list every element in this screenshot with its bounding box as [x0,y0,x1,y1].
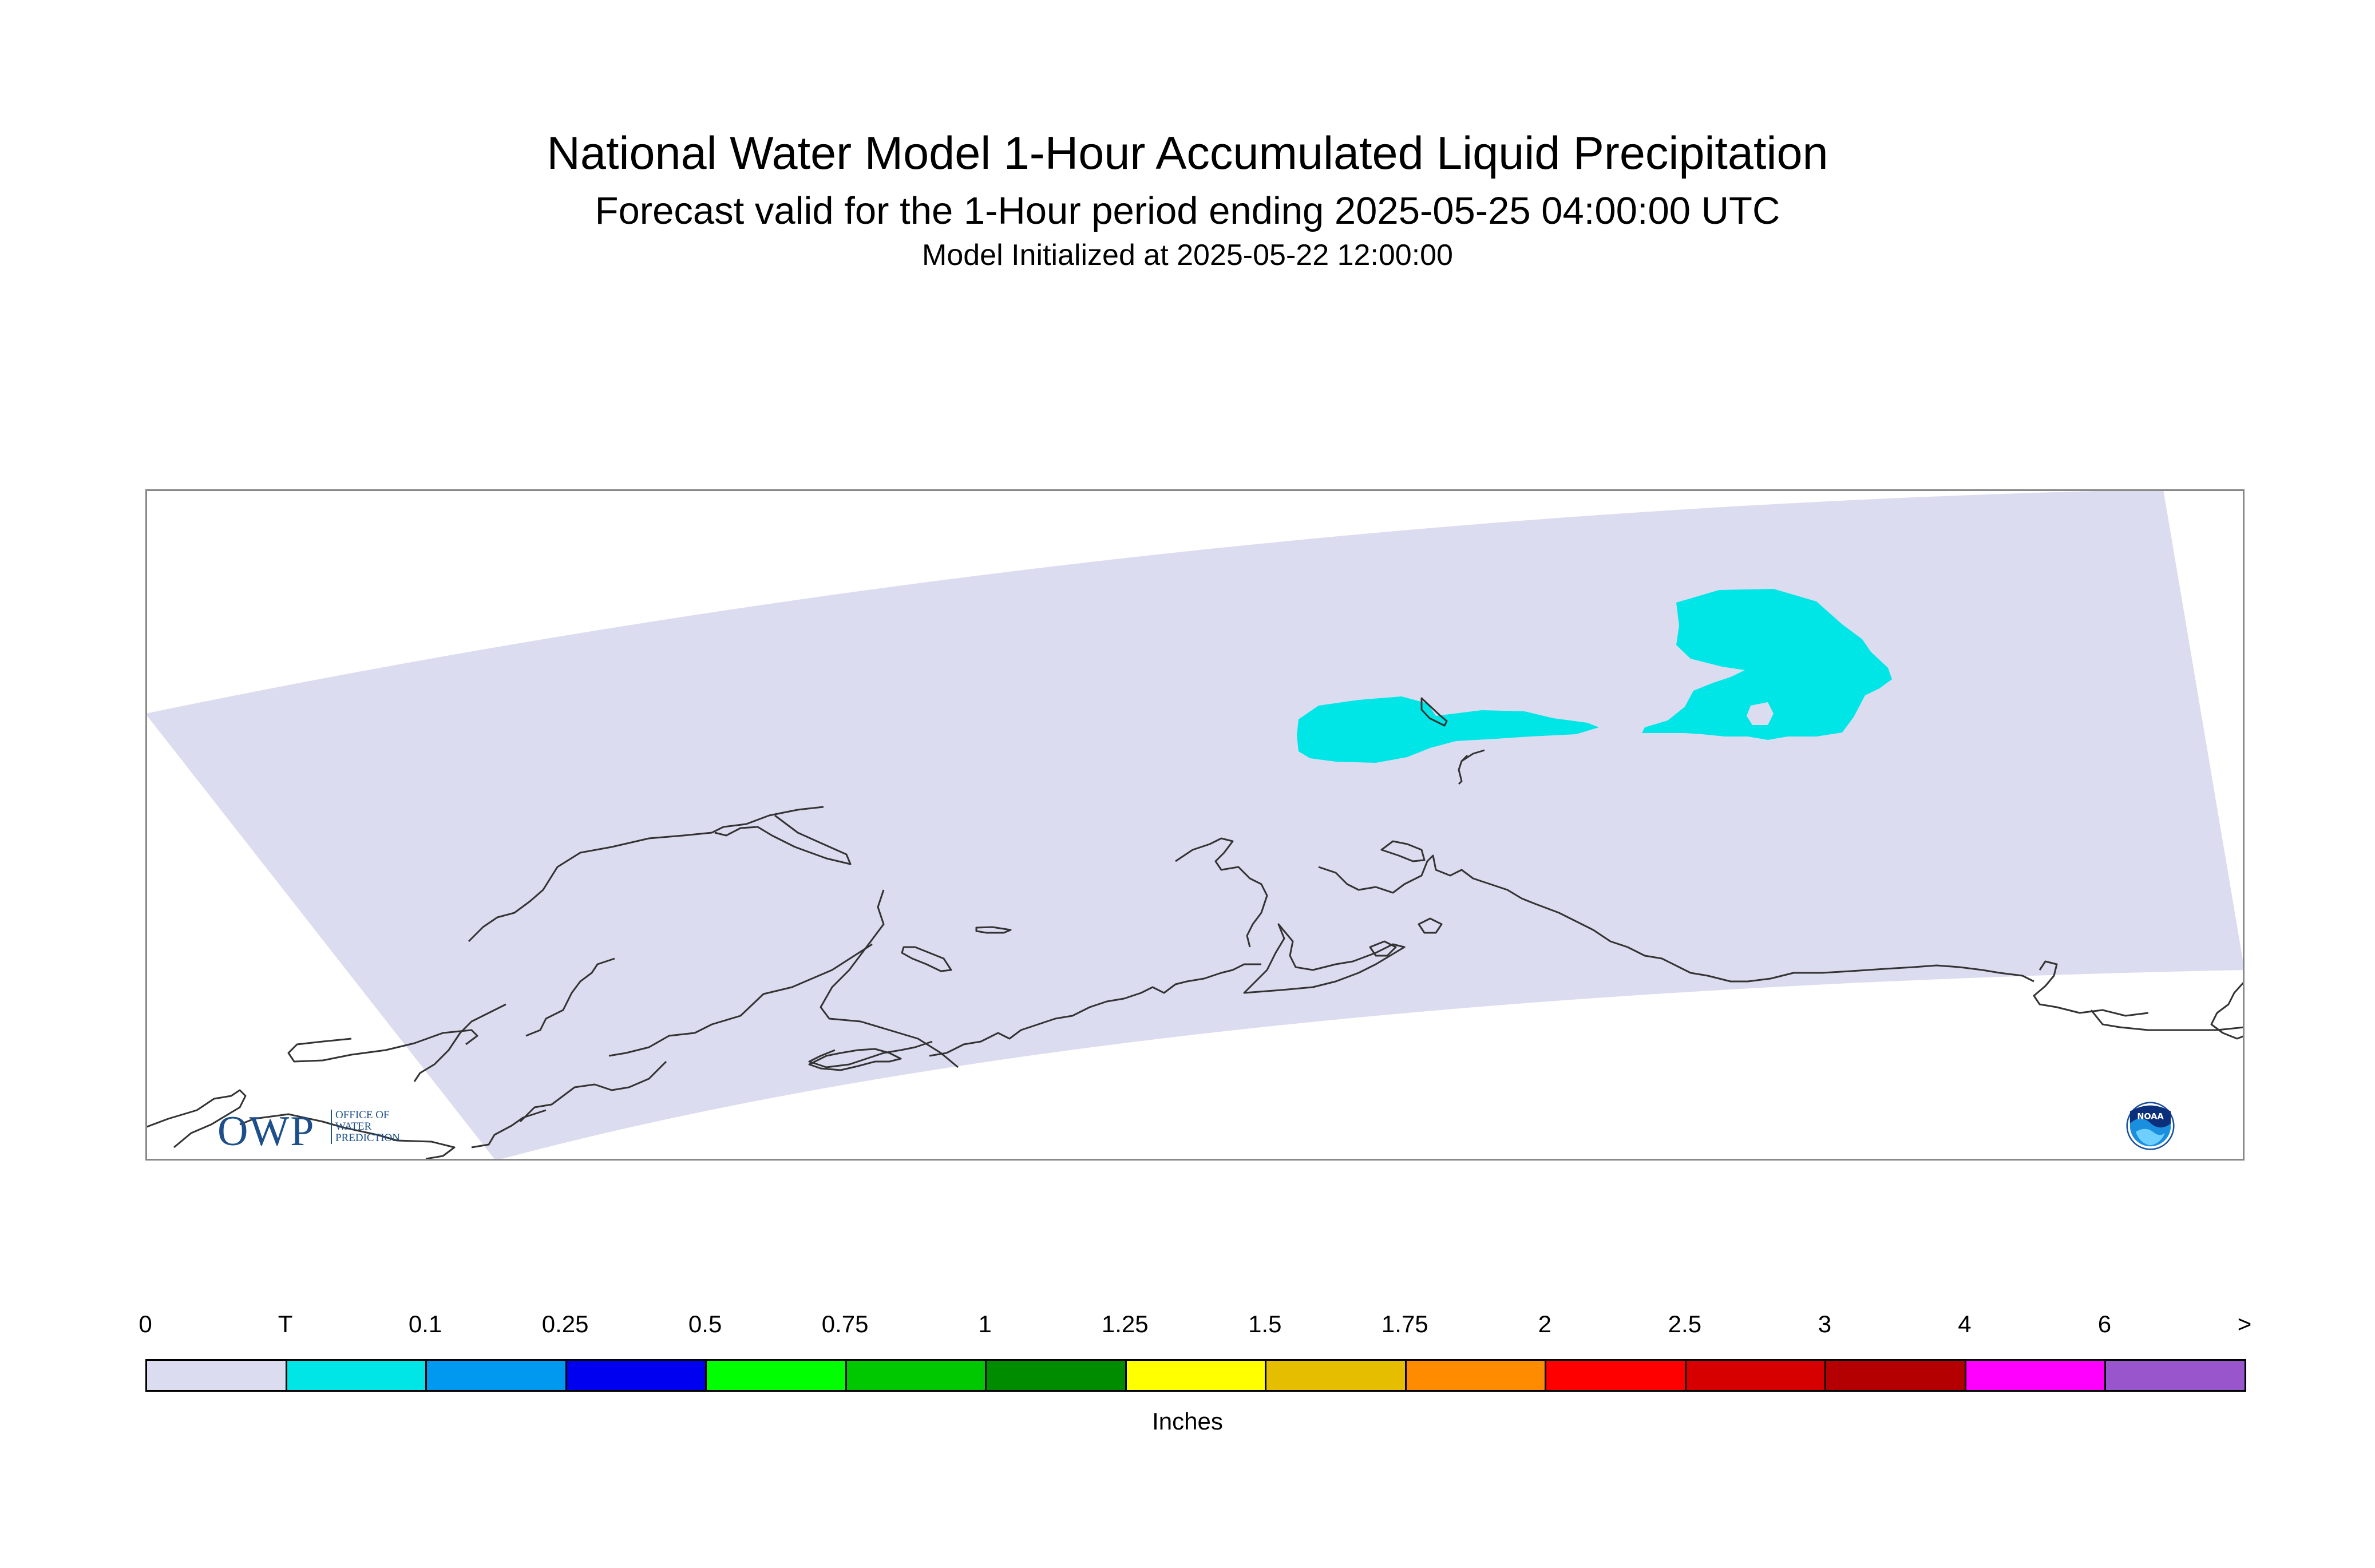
precip-area-trace-east [1642,589,1892,740]
coastline-layer [145,697,2245,1160]
legend-tick-label: 6 [2097,1310,2112,1337]
legend-tick-label: T [278,1310,293,1337]
panhandle-coast [2210,980,2245,1040]
legend-swatch [1545,1359,1687,1392]
legend-tick-label: 2 [1538,1310,1552,1337]
inland-lake-outline [1420,697,1448,727]
legend-swatch [145,1359,287,1392]
legend-tick-label: 0.5 [688,1310,722,1337]
southeast-coast [2033,960,2149,1017]
noaa-logo-text: NOAA [2137,1112,2164,1122]
noaa-logo: NOAA [2126,1102,2175,1150]
prince-william-sound-coast [1318,854,1577,922]
legend-swatch [1404,1359,1547,1392]
aleutian-range-coast [929,963,1261,1057]
legend-swatch [1964,1359,2107,1392]
river-segment-2 [1461,749,1485,762]
legend-tick-label: 1.75 [1381,1310,1428,1337]
model-initialized-subtitle: Model Initialized at 2025-05-22 12:00:00 [922,239,1453,272]
map-title: National Water Model 1-Hour Accumulated … [547,128,1828,179]
legend-swatch [1125,1359,1267,1392]
lake-small-outline [975,926,1012,934]
western-peninsula-coast [239,1113,456,1160]
gulf-of-alaska-coast [1576,920,2034,983]
chukotka-coast [145,1089,247,1149]
island-group-outline [1380,840,1426,862]
legend-swatch [845,1359,987,1392]
legend-tick-label: > [2237,1310,2252,1337]
legend-tick-label: 0.75 [821,1310,869,1337]
lake-1-outline [1418,917,1443,934]
forecast-valid-subtitle: Forecast valid for the 1-Hour period end… [595,189,1780,232]
north-slope-coastline [468,806,824,943]
owp-logo-line3: PREDICTION [335,1132,400,1144]
owp-logo: OWP OFFICE OF WATER PREDICTION [217,1107,435,1155]
owp-logo-line1: OFFICE OF [335,1109,390,1121]
kuskokwim-coastline [471,1109,547,1149]
cook-inlet-coast [1175,837,1268,948]
alaska-peninsula-coast [808,1040,933,1068]
legend-swatch [285,1359,428,1392]
lake-iliamna-outline [901,946,952,972]
precip-area-gap [1747,702,1774,725]
legend-tick-label: 2.5 [1668,1310,1702,1337]
legend-tick-label: 0.25 [541,1310,589,1337]
yukon-river [820,889,959,1068]
bristol-bay-coastline [519,1060,667,1123]
lower-coastline [608,943,873,1057]
legend-tick-label: 0 [138,1310,152,1337]
precipitation-legend: 0 T 0.1 0.25 0.5 0.75 1 1.25 1.5 1.75 2 2.5 3 4 6 > Inc… [0,1310,2375,1459]
lake-2-outline [1369,940,1397,957]
legend-swatch [425,1359,567,1392]
precipitation-map [145,489,2245,1161]
legend-tick-label: 4 [1958,1310,1972,1337]
precip-area-trace-west [1297,696,1599,763]
seward-peninsula-coast [413,1003,506,1082]
legend-tick-label: 3 [1818,1310,1832,1337]
legend-swatch [1265,1359,1407,1392]
owp-logo-line2: WATER [335,1120,372,1133]
owp-logo-initials: OWP [217,1108,315,1155]
legend-swatch [705,1359,847,1392]
kodiak-island-outline [808,1048,902,1071]
owp-logo-wordmark: OFFICE OF WATER PREDICTION [331,1110,400,1144]
kenai-peninsula-outline [1243,923,1406,994]
legend-swatch [2104,1359,2246,1392]
legend-swatch [565,1359,707,1392]
norton-sound-coast [287,1029,478,1063]
legend-tick-label: 1 [978,1310,992,1337]
inlet-coastline [714,814,852,865]
legend-tick-label: 0.1 [408,1310,442,1337]
legend-tick-label: 1.25 [1101,1310,1149,1337]
canada-border [2090,1009,2245,1031]
legend-swatch [1684,1359,1827,1392]
legend-swatch [985,1359,1127,1392]
legend-swatch [1824,1359,1966,1392]
yukon-delta-coast [525,957,615,1037]
map-frame [145,489,2245,1161]
legend-units-label: Inches [1152,1408,1223,1435]
legend-tick-label: 1.5 [1248,1310,1282,1337]
